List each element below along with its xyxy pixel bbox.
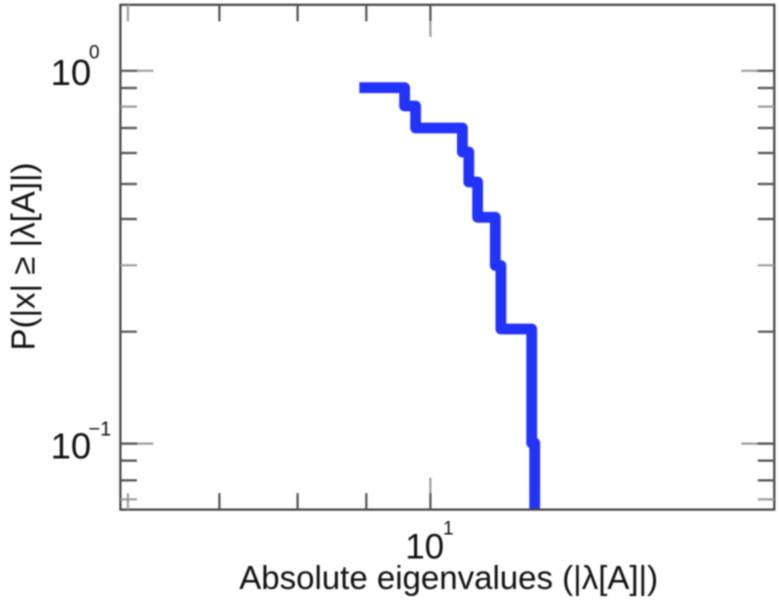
svg-text:10: 10 (405, 527, 444, 566)
svg-text:1: 1 (443, 519, 454, 540)
svg-text:10: 10 (51, 426, 92, 467)
svg-text:0: 0 (89, 43, 100, 64)
svg-text:Absolute eigenvalues (|λ[A]|): Absolute eigenvalues (|λ[A]|) (239, 559, 658, 596)
svg-text:10: 10 (51, 52, 92, 93)
svg-text:−1: −1 (89, 418, 112, 440)
svg-text:P(|x| ≥ |λ[A]|): P(|x| ≥ |λ[A]|) (5, 162, 42, 350)
